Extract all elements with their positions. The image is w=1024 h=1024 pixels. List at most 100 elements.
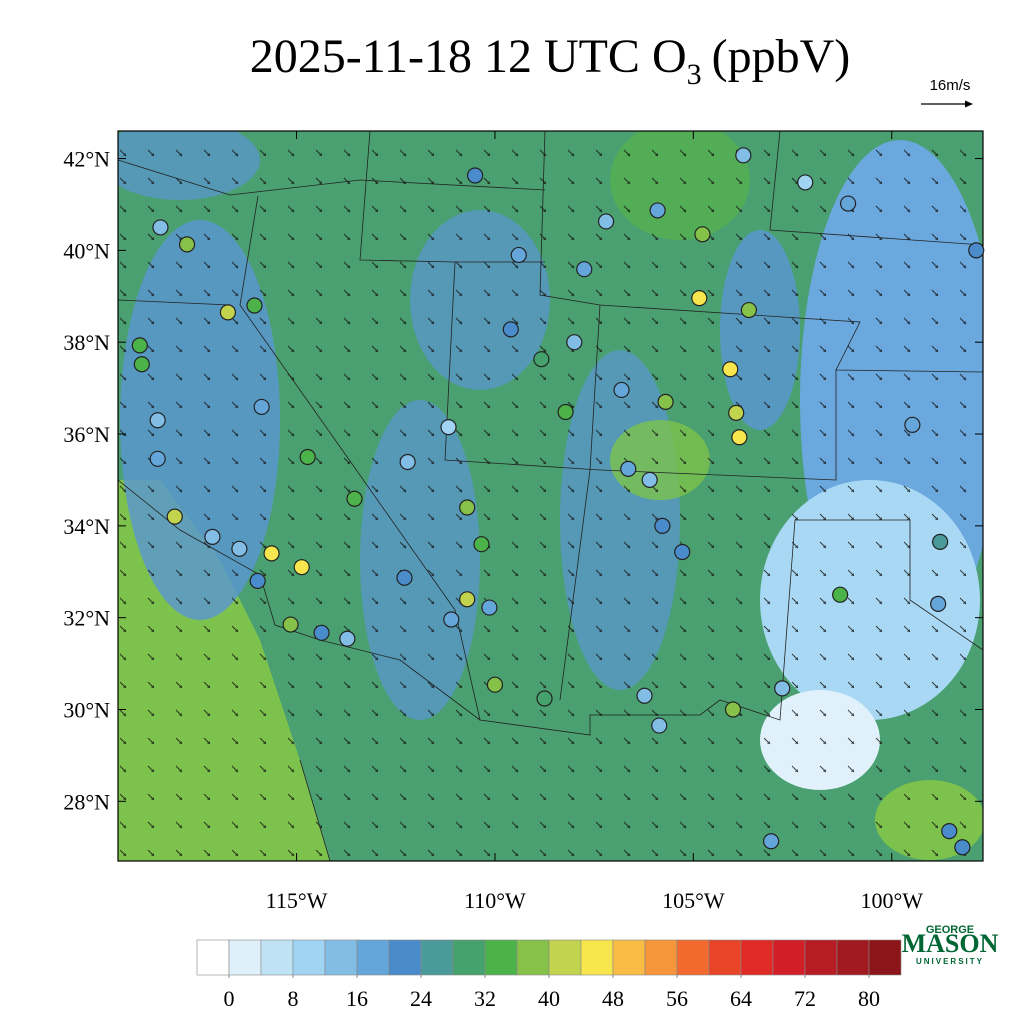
station: [932, 533, 949, 551]
colorbar-label: 72: [794, 986, 816, 1011]
lon-label: 110°W: [464, 888, 526, 913]
logo-bottom: UNIVERSITY: [916, 957, 984, 966]
station: [486, 676, 504, 693]
station: [152, 219, 169, 236]
colorbar-box: [836, 939, 870, 976]
station: [219, 304, 237, 321]
station: [694, 226, 711, 243]
colorbar-box: [356, 939, 390, 976]
station: [722, 361, 739, 378]
station: [231, 540, 248, 557]
colorbar-box: [260, 939, 294, 976]
station: [674, 543, 691, 561]
colorbar-box: [228, 939, 262, 976]
station: [797, 174, 814, 191]
station: [566, 334, 583, 351]
station: [481, 599, 498, 616]
station: [473, 536, 490, 553]
colorbar-box: [420, 939, 454, 976]
colorbar-box: [676, 939, 710, 976]
station: [832, 586, 849, 603]
station: [149, 412, 166, 429]
station: [443, 611, 460, 628]
title-subscript: 3: [687, 58, 702, 91]
station: [510, 246, 527, 264]
station: [293, 559, 310, 576]
station: [459, 591, 476, 608]
colorbar-label: 8: [288, 986, 299, 1011]
logo-top: GEORGE: [926, 924, 974, 936]
lat-label: 28°N: [63, 789, 110, 814]
station: [166, 508, 183, 525]
station: [731, 429, 748, 446]
station: [178, 236, 196, 253]
lat-label: 42°N: [63, 147, 110, 172]
station: [149, 450, 166, 467]
colorbar-box: [580, 939, 614, 976]
station: [399, 453, 416, 471]
colorbar-label: 32: [474, 986, 496, 1011]
wind-key-label: 16m/s: [930, 77, 971, 94]
station: [763, 833, 780, 850]
lat-label: 30°N: [63, 697, 110, 722]
station: [536, 690, 553, 707]
station: [133, 356, 150, 373]
station: [657, 393, 674, 410]
station: [346, 490, 363, 507]
station: [576, 261, 593, 278]
lon-label: 100°W: [860, 888, 923, 913]
station: [263, 545, 280, 562]
lon-label: 115°W: [266, 888, 328, 913]
station: [641, 471, 658, 489]
station: [654, 517, 671, 534]
lat-label: 40°N: [63, 238, 110, 263]
colorbar-box: [612, 939, 646, 976]
station: [459, 499, 476, 516]
colorbar-box: [196, 939, 230, 976]
station: [651, 717, 668, 734]
station: [282, 616, 299, 633]
map-layer: 42°N 40°N 38°N 36°N 34°N 32°N 30°N 28°N 115°W 110…: [63, 131, 985, 913]
station: [774, 680, 791, 697]
colorbar-box: [708, 939, 742, 976]
station: [636, 687, 653, 704]
lat-label: 38°N: [63, 330, 110, 355]
colorbar-box: [484, 939, 518, 976]
colorbar-label: 0: [224, 986, 235, 1011]
station: [557, 403, 574, 421]
colorbar-box: [804, 939, 838, 976]
logo: GEORGE MASON UNIVERSITY: [902, 924, 999, 966]
station: [968, 242, 985, 259]
lon-label: 105°W: [662, 888, 725, 913]
station: [396, 569, 413, 586]
colorbar-box: [516, 939, 550, 976]
wind-key-arrow: [921, 100, 973, 108]
colorbar-label: 24: [410, 986, 432, 1011]
station: [649, 202, 666, 219]
station: [533, 351, 550, 368]
colorbar-box: [772, 939, 806, 976]
station: [740, 301, 757, 319]
station: [904, 416, 921, 433]
colorbar-box: [292, 939, 326, 976]
station: [941, 823, 958, 840]
station: [313, 624, 330, 641]
colorbar-label: 40: [538, 986, 560, 1011]
title-main: 2025-11-18 12 UTC O: [250, 30, 687, 83]
station: [613, 381, 630, 399]
colorbar-box: [740, 939, 774, 976]
station: [597, 213, 615, 230]
station: [954, 839, 971, 856]
station: [204, 528, 221, 545]
logo-main: MASON: [902, 929, 999, 958]
colorbar-box: [452, 939, 486, 976]
colorbar-label: 80: [858, 986, 880, 1011]
colorbar-label: 16: [346, 986, 368, 1011]
station: [249, 572, 266, 590]
colorbar-box: [324, 939, 358, 976]
station: [440, 419, 457, 436]
map-field: [118, 131, 983, 861]
colorbar-box: [868, 939, 902, 976]
station: [299, 448, 316, 466]
